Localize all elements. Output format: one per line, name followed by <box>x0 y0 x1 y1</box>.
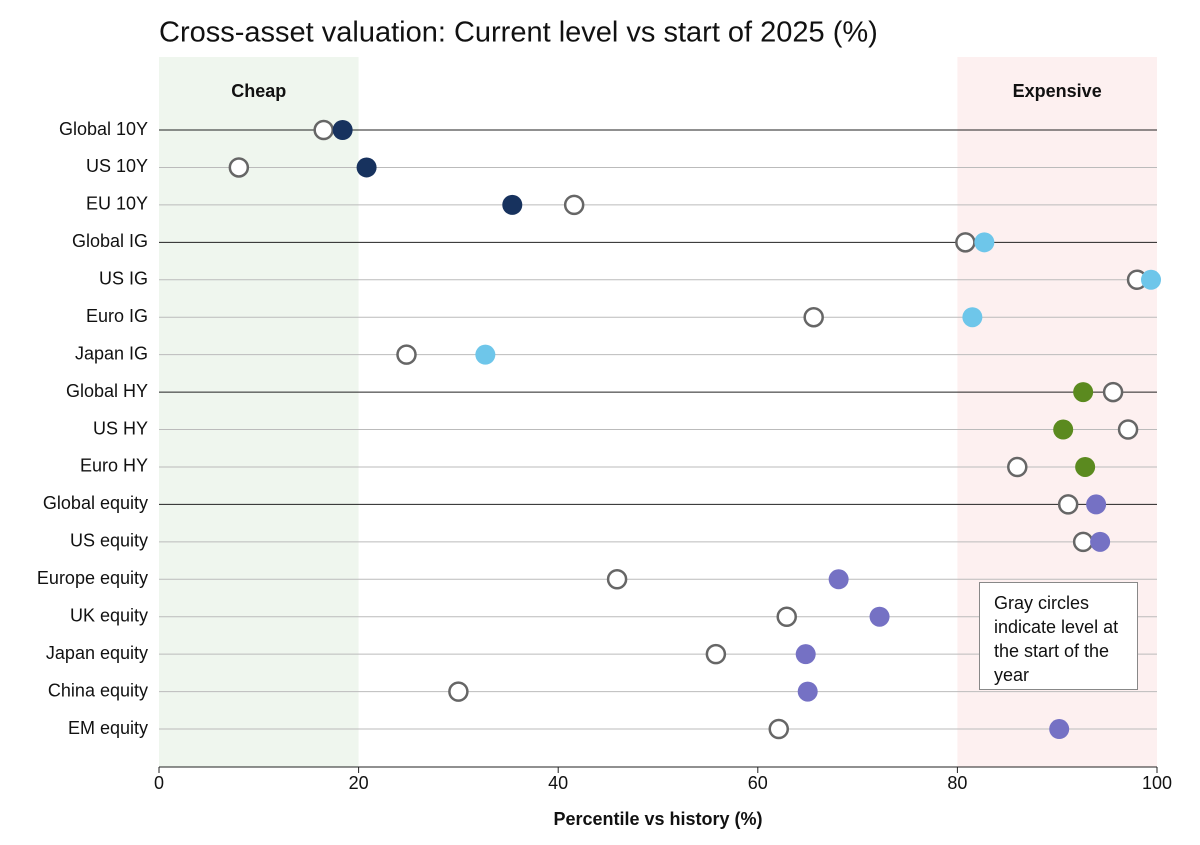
dot <box>563 194 585 216</box>
y-tick-label: Euro IG <box>86 306 148 326</box>
dot <box>705 643 727 665</box>
dot <box>1117 419 1139 440</box>
x-tick-label: 100 <box>1142 773 1172 793</box>
zone <box>159 57 359 767</box>
chart-title: Cross-asset valuation: Current level vs … <box>159 17 878 49</box>
dot <box>1102 381 1124 403</box>
dot <box>869 606 890 627</box>
x-tick-label: 20 <box>349 773 369 793</box>
x-tick-label: 40 <box>548 773 568 793</box>
dot <box>803 306 824 328</box>
x-tick-label: 60 <box>748 773 768 793</box>
y-tick-label: US 10Y <box>86 156 148 176</box>
x-tick-label: 0 <box>154 773 164 793</box>
y-tick-label: Euro HY <box>80 456 148 476</box>
dot <box>1141 269 1162 290</box>
dot <box>313 119 334 141</box>
dot <box>795 644 816 665</box>
y-tick-label: US equity <box>70 531 148 551</box>
dot <box>606 569 628 590</box>
dot <box>1075 456 1096 477</box>
zone-label: Expensive <box>1013 81 1102 101</box>
y-tick-label: Global 10Y <box>59 119 148 139</box>
dot <box>228 157 250 178</box>
y-tick-label: EU 10Y <box>86 194 148 214</box>
y-tick-label: US IG <box>99 269 148 289</box>
dot <box>955 232 976 253</box>
y-tick-label: China equity <box>48 680 148 700</box>
dot <box>797 681 818 702</box>
dot <box>1086 494 1107 515</box>
y-tick-label: EM equity <box>68 718 148 738</box>
y-tick-label: US HY <box>93 418 148 438</box>
dot <box>974 232 995 253</box>
dot <box>448 681 469 702</box>
y-tick-label: Global IG <box>72 231 148 251</box>
y-tick-label: Japan IG <box>75 343 148 363</box>
dot <box>1057 494 1079 515</box>
dot <box>776 606 797 627</box>
y-tick-label: Japan equity <box>46 643 148 663</box>
dot <box>1007 456 1028 478</box>
y-tick-label: Global HY <box>66 381 148 401</box>
zone-label: Cheap <box>231 81 286 101</box>
x-tick-label: 80 <box>947 773 967 793</box>
dot <box>356 157 377 178</box>
y-tick-label: UK equity <box>70 605 148 625</box>
dot <box>332 120 353 140</box>
y-tick-label: Europe equity <box>37 568 148 588</box>
dot <box>396 344 417 365</box>
x-axis-label: Percentile vs history (%) <box>553 809 762 829</box>
dot <box>1049 719 1070 740</box>
dot <box>1053 419 1074 440</box>
dot <box>502 194 523 215</box>
dot <box>1072 531 1094 553</box>
dot <box>1073 382 1094 403</box>
annotation: Gray circles indicate level at the start… <box>979 582 1138 690</box>
dot <box>962 307 983 328</box>
dot <box>475 344 496 365</box>
dot <box>768 718 790 740</box>
dot <box>828 569 849 590</box>
y-tick-label: Global equity <box>43 493 148 513</box>
dot <box>1090 531 1111 552</box>
